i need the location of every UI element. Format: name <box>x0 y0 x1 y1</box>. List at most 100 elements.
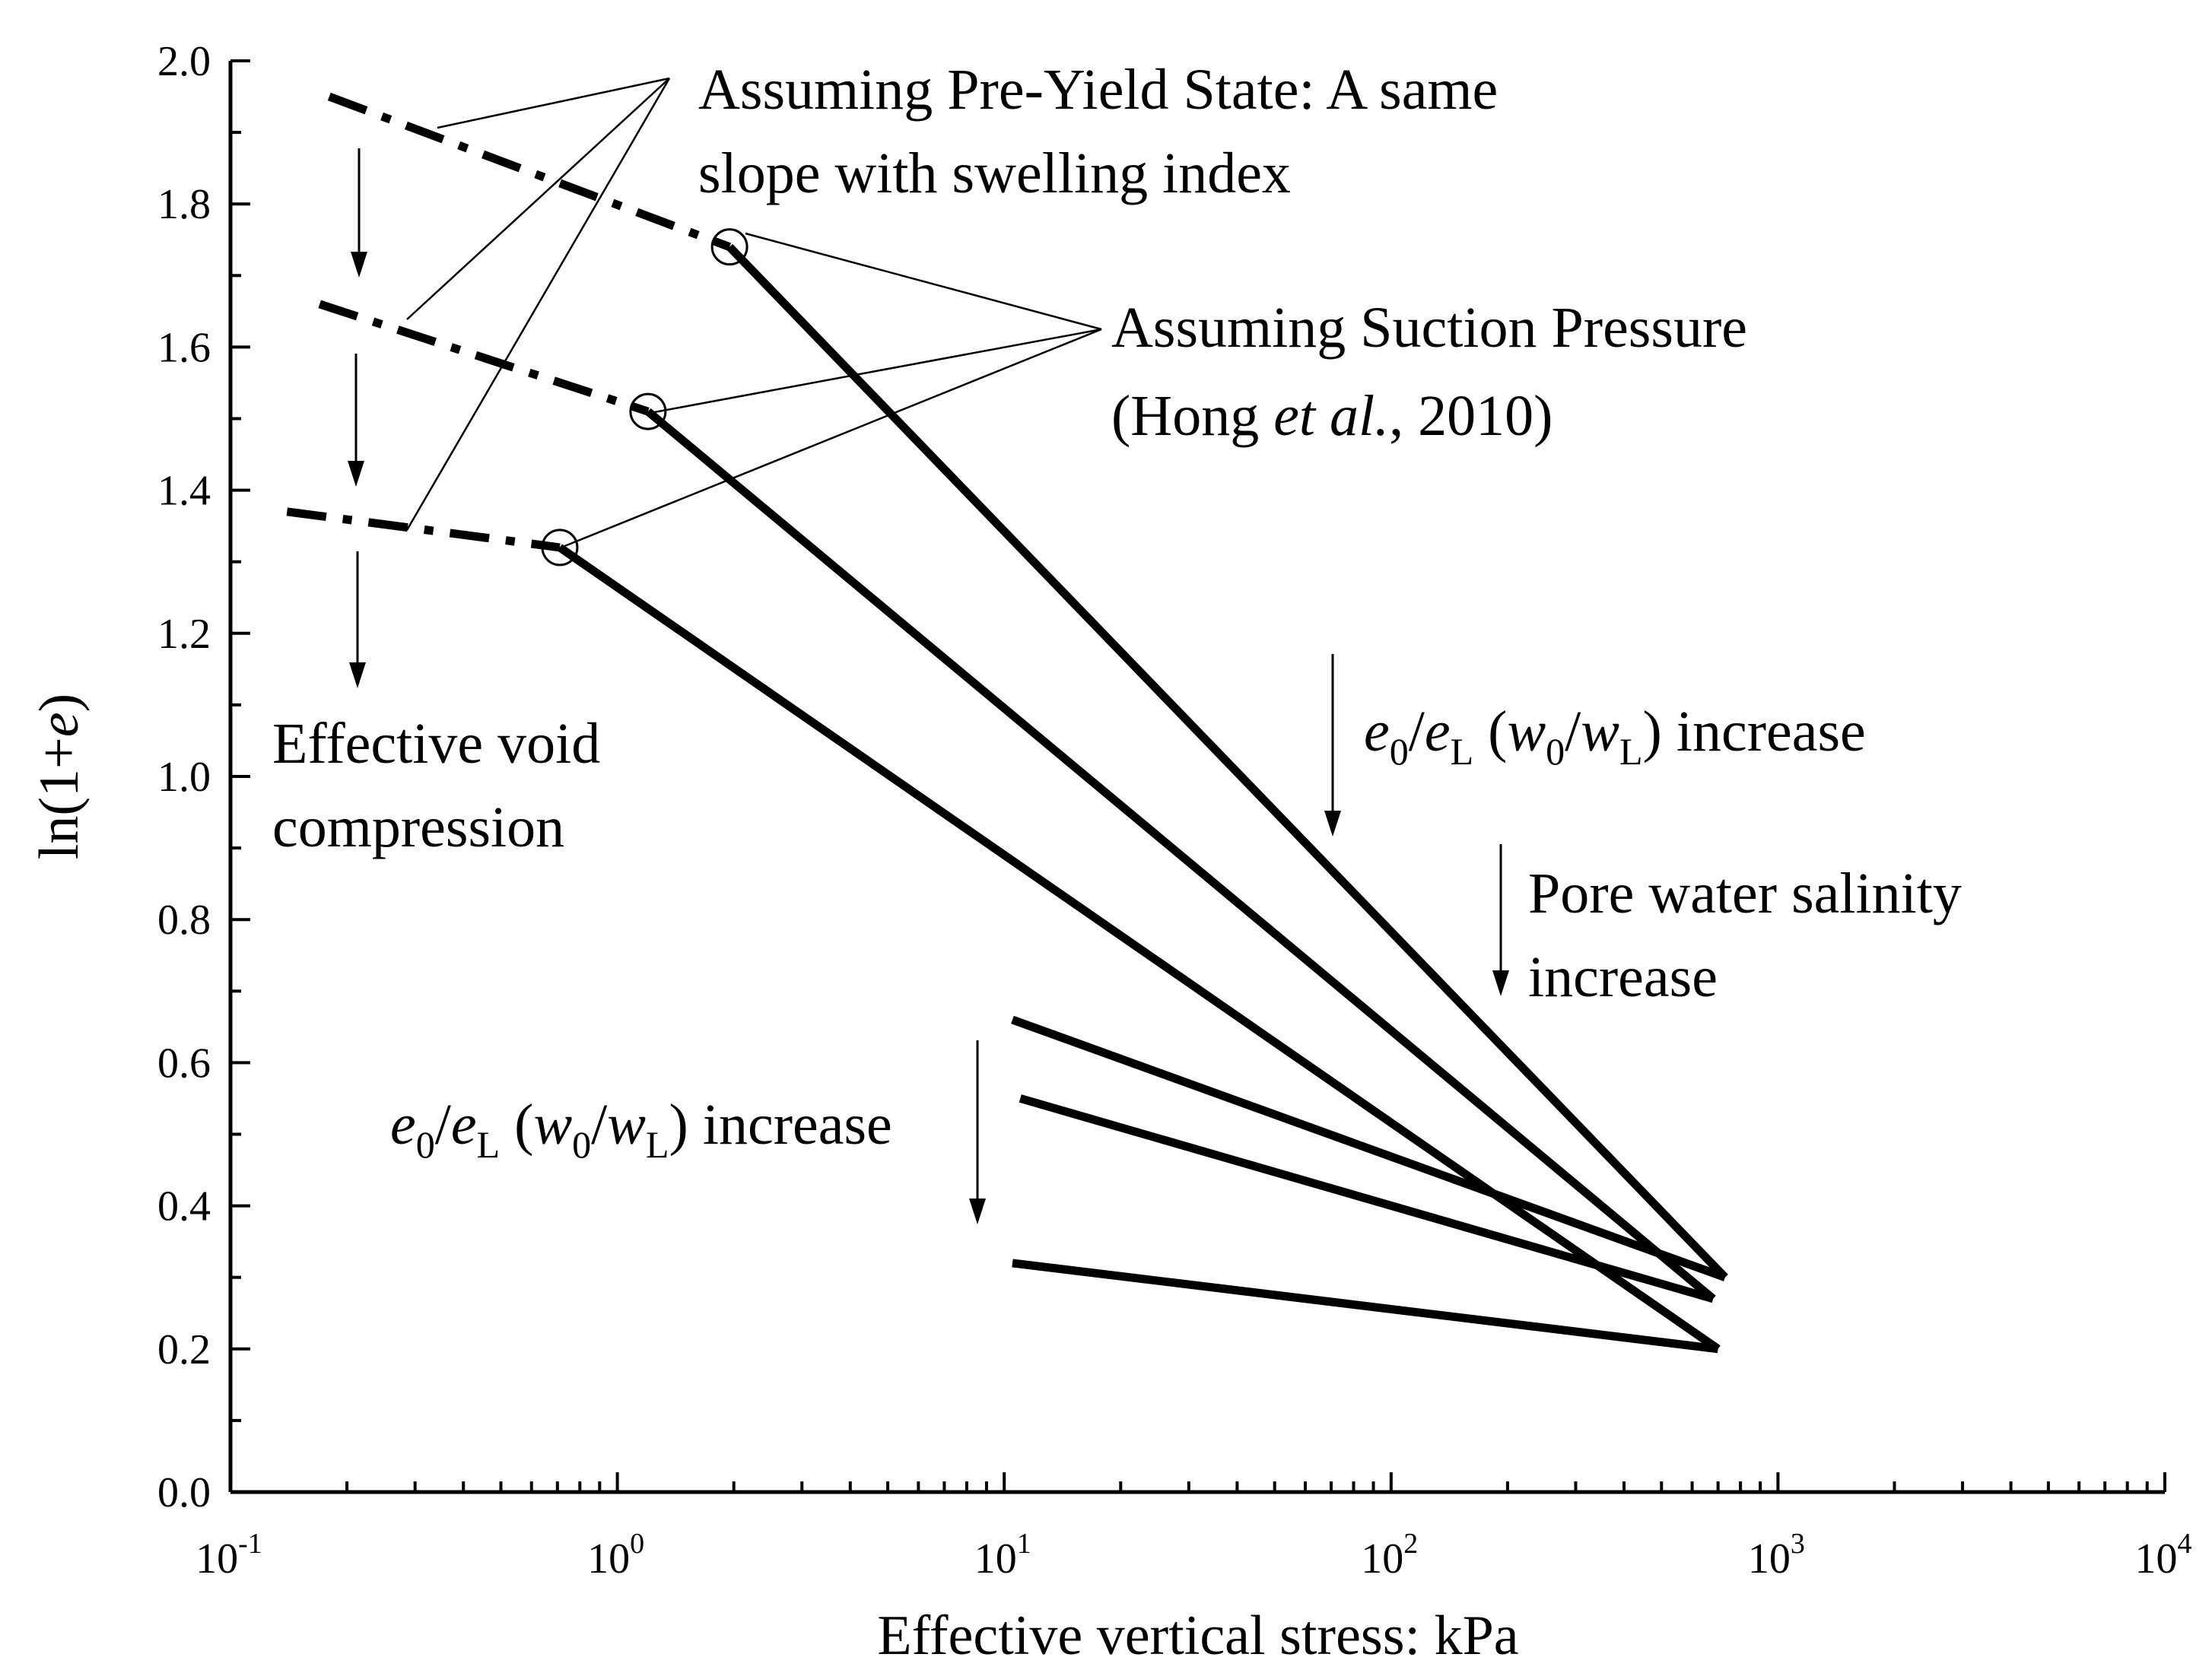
annotation-suction-italic: et al. <box>1273 384 1389 448</box>
dash-dot-series-line <box>286 507 561 552</box>
x-tick-exponent: 0 <box>630 1528 644 1560</box>
x-tick-exponent: 4 <box>2178 1528 2192 1560</box>
annotation-leader-lines <box>405 77 1102 548</box>
ratio-w2-l: w <box>607 1093 646 1157</box>
ratio-sub-L: L <box>1451 730 1474 773</box>
annotation-ratio-increase-lower: e0/eL (w0/wL) increase <box>390 1093 892 1166</box>
annotation-suction-open: (Hong <box>1111 384 1273 448</box>
annotation-leader-line <box>745 232 1102 331</box>
annotation-leader-line <box>405 78 671 531</box>
down-arrow-head <box>349 662 366 688</box>
x-tick-label: 100 <box>587 1528 644 1583</box>
y-tick-label: 0.0 <box>157 1469 211 1516</box>
annotation-leader-line <box>437 77 670 129</box>
y-tick-label: 1.4 <box>157 468 211 515</box>
ratio-slash-l: / <box>435 1093 452 1157</box>
y-ticks: 0.0 0.2 0.4 0.6 0.8 1.0 1.2 1.4 1.6 1.8 2.0 <box>157 38 250 1516</box>
ratio-sub-0-l: 0 <box>416 1123 435 1166</box>
y-axis-title-close: ) <box>28 694 91 713</box>
series-group <box>286 92 1728 1354</box>
x-tick-base: 10 <box>2135 1535 2178 1583</box>
ratio-w-l: w <box>533 1093 572 1157</box>
y-tick-label: 0.6 <box>157 1040 211 1087</box>
ratio-e-l: e <box>390 1093 416 1157</box>
annotation-leader-line <box>650 328 1102 414</box>
y-tick-label: 1.6 <box>157 324 211 371</box>
dash-dot-series-line <box>318 300 650 416</box>
ratio-paren-close-l: ) <box>669 1093 688 1157</box>
ratio-sub-0b-l: 0 <box>572 1123 591 1166</box>
annotation-leader-line <box>562 328 1102 548</box>
y-axis-title: ln(1+e) <box>28 694 91 859</box>
solid-series-line <box>1012 1259 1719 1354</box>
down-arrow-head <box>1324 811 1341 837</box>
axes <box>228 61 2165 1494</box>
x-tick-exponent: -1 <box>238 1528 262 1560</box>
y-tick-label: 1.0 <box>157 754 211 801</box>
annotation-suction-line2: (Hong et al., 2010) <box>1111 384 1553 448</box>
annotation-pore-water-line2: increase <box>1528 945 1718 1009</box>
ratio-sub-L-l: L <box>477 1123 501 1166</box>
ratio-sub-Lb: L <box>1619 730 1643 773</box>
ratio-word: increase <box>1662 700 1866 764</box>
annotation-pore-water-line1: Pore water salinity <box>1528 862 1962 925</box>
ratio-sub-Lb-l: L <box>646 1123 669 1166</box>
solid-series-line <box>1019 1094 1715 1303</box>
ratio-w2: w <box>1581 700 1619 764</box>
ratio-e2-l: e <box>451 1093 477 1157</box>
ratio-slash2-l: / <box>591 1093 608 1157</box>
down-arrow-head <box>1492 970 1509 996</box>
ratio-word-l: increase <box>688 1093 892 1157</box>
ratio-slash: / <box>1409 700 1425 764</box>
ratio-e: e <box>1364 700 1390 764</box>
y-axis-title-var: e <box>28 712 91 737</box>
y-tick-label: 2.0 <box>157 38 211 85</box>
down-arrow-head <box>969 1199 986 1224</box>
arrows-group <box>348 148 1509 1224</box>
solid-series-line <box>557 544 1721 1353</box>
ratio-paren-close: ) <box>1643 700 1662 764</box>
x-tick-exponent: 3 <box>1791 1528 1805 1560</box>
y-tick-label: 1.8 <box>157 181 211 228</box>
x-tick-base: 10 <box>1748 1535 1791 1583</box>
x-tick-base: 10 <box>195 1535 238 1583</box>
annotation-effective-void-line1: Effective void <box>272 712 600 776</box>
markers-group <box>541 228 748 567</box>
open-circle-marker <box>710 228 748 266</box>
x-tick-exponent: 1 <box>1017 1528 1031 1560</box>
solid-series-line <box>645 408 1716 1303</box>
annotation-pre-yield-line1: Assuming Pre-Yield State: A same <box>698 58 1498 122</box>
y-tick-label: 0.4 <box>157 1183 211 1230</box>
annotation-leader-line <box>406 78 670 320</box>
x-ticks: 10-1 100 101 102 103 104 <box>195 1472 2192 1583</box>
x-tick-base: 10 <box>587 1535 630 1583</box>
annotation-ratio-increase-upper: e0/eL (w0/wL) increase <box>1364 700 1866 773</box>
y-tick-label: 0.2 <box>157 1326 211 1373</box>
x-tick-label: 104 <box>2135 1528 2192 1583</box>
ratio-e2: e <box>1425 700 1451 764</box>
down-arrow-head <box>348 461 364 487</box>
x-tick-label: 10-1 <box>195 1528 262 1583</box>
x-tick-base: 10 <box>1361 1535 1403 1583</box>
ratio-paren-open: ( <box>1473 700 1507 764</box>
dash-dot-series-line <box>327 92 732 251</box>
ratio-slash2: / <box>1565 700 1581 764</box>
x-tick-label: 103 <box>1748 1528 1805 1583</box>
ratio-paren-open-l: ( <box>500 1093 533 1157</box>
x-tick-exponent: 2 <box>1403 1528 1418 1560</box>
annotation-pre-yield-line2: slope with swelling index <box>698 141 1291 205</box>
annotation-suction-close: , 2010) <box>1389 384 1553 448</box>
annotation-effective-void-line2: compression <box>272 795 564 859</box>
y-tick-label: 1.2 <box>157 611 211 658</box>
ratio-w: w <box>1507 700 1546 764</box>
solid-series-line <box>1011 1015 1727 1281</box>
y-axis-title-main: ln(1+ <box>28 737 91 859</box>
open-circle-marker <box>629 392 667 430</box>
ratio-sub-0b: 0 <box>1546 730 1565 773</box>
y-tick-label: 0.8 <box>157 897 211 944</box>
annotation-suction-line1: Assuming Suction Pressure <box>1111 296 1747 360</box>
x-axis-title: Effective vertical stress: kPa <box>877 1605 1518 1667</box>
solid-series-line <box>726 243 1728 1281</box>
x-tick-label: 102 <box>1361 1528 1418 1583</box>
